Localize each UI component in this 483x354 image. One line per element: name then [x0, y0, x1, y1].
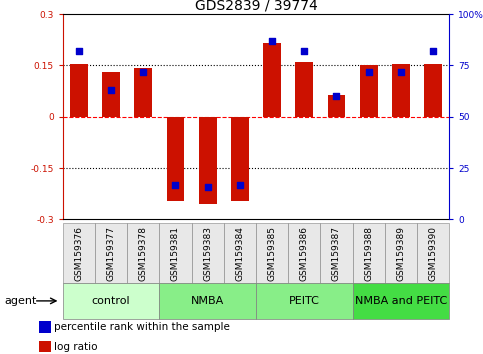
Point: [140, 69, 147, 74]
Bar: [424, 64, 442, 117]
Bar: [102, 72, 120, 117]
Bar: [199, 117, 216, 204]
Point: [300, 48, 308, 54]
Text: NMBA and PEITC: NMBA and PEITC: [355, 296, 447, 306]
Bar: [231, 117, 249, 201]
Text: agent: agent: [5, 296, 37, 306]
Text: GSM159390: GSM159390: [428, 225, 438, 281]
Text: percentile rank within the sample: percentile rank within the sample: [54, 322, 230, 332]
Point: [107, 87, 115, 93]
Point: [333, 93, 341, 99]
Text: GSM159386: GSM159386: [300, 225, 309, 281]
Point: [429, 48, 437, 54]
Text: GSM159383: GSM159383: [203, 225, 212, 281]
Text: GSM159378: GSM159378: [139, 225, 148, 281]
Bar: [70, 64, 88, 117]
Bar: [134, 68, 152, 117]
Point: [268, 38, 276, 44]
Bar: [360, 65, 378, 117]
Bar: [296, 62, 313, 117]
Point: [365, 69, 372, 74]
Text: GSM159381: GSM159381: [171, 225, 180, 281]
Text: NMBA: NMBA: [191, 296, 224, 306]
Bar: [327, 95, 345, 117]
Text: log ratio: log ratio: [54, 342, 98, 352]
Text: GSM159388: GSM159388: [364, 225, 373, 281]
Text: GSM159377: GSM159377: [107, 225, 115, 281]
Text: GSM159384: GSM159384: [235, 225, 244, 281]
Title: GDS2839 / 39774: GDS2839 / 39774: [195, 0, 317, 13]
Point: [236, 182, 244, 187]
Point: [397, 69, 405, 74]
Text: GSM159387: GSM159387: [332, 225, 341, 281]
Text: PEITC: PEITC: [289, 296, 320, 306]
Text: GSM159389: GSM159389: [397, 225, 405, 281]
Text: control: control: [92, 296, 130, 306]
Bar: [167, 117, 185, 201]
Point: [171, 182, 179, 187]
Point: [75, 48, 83, 54]
Text: GSM159376: GSM159376: [74, 225, 84, 281]
Bar: [392, 64, 410, 117]
Text: GSM159385: GSM159385: [268, 225, 277, 281]
Point: [204, 184, 212, 189]
Bar: [263, 43, 281, 117]
